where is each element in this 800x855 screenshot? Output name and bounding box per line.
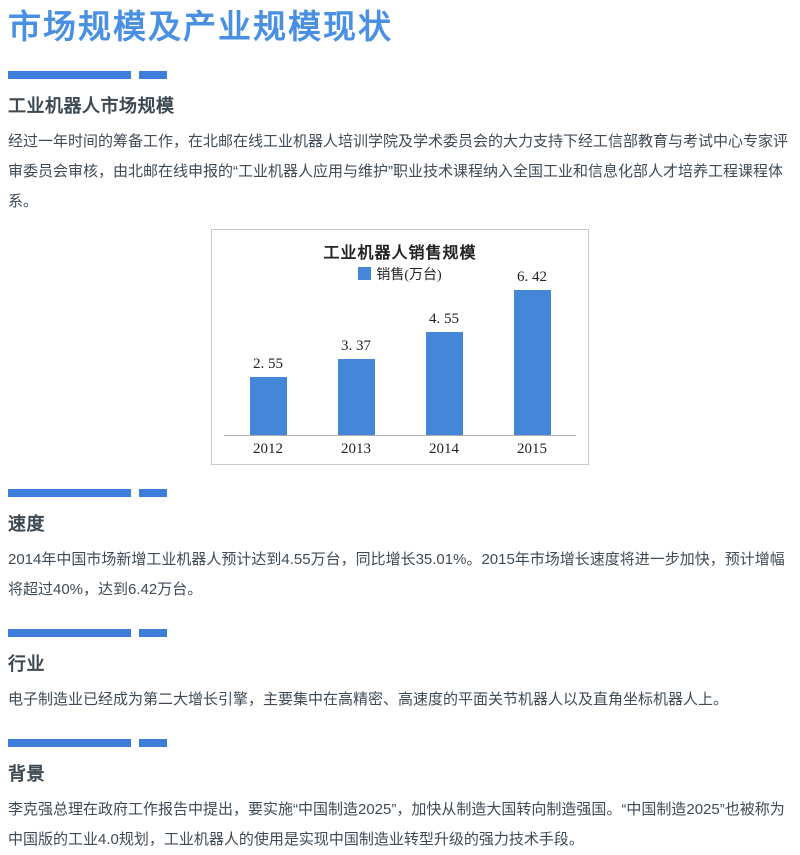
section-divider: [8, 629, 792, 638]
divider-bar-long: [8, 489, 131, 498]
chart-legend: 销售(万台): [212, 267, 588, 285]
divider-bar-long: [8, 71, 131, 80]
chart-bar-slot: 6. 42: [488, 269, 576, 436]
bar-value-label: 4. 55: [429, 311, 459, 328]
legend-label: 销售(万台): [376, 268, 442, 284]
page-title: 市场规模及产业规模现状: [8, 8, 393, 45]
chart-bar-slot: 3. 37: [312, 338, 400, 436]
sales-bar-chart: 工业机器人销售规模 销售(万台) 2. 55 3. 37 4. 55 6. 42 20…: [211, 229, 589, 466]
divider-bar-short: [139, 71, 167, 80]
x-axis-label: 2013: [341, 441, 371, 458]
legend-swatch-icon: [358, 267, 372, 281]
chart-bar: [337, 359, 375, 436]
section-divider: [8, 489, 792, 498]
divider-bar-short: [139, 629, 167, 638]
divider-bar-long: [8, 629, 131, 638]
section-heading-market-scale: 工业机器人市场规模: [8, 96, 175, 117]
section-body-background: 李克强总理在政府工作报告中提出，要实施“中国制造2025”，加快从制造大国转向制…: [8, 801, 785, 849]
chart-bar: [425, 332, 463, 436]
chart-bar-slot: 2. 55: [224, 356, 312, 436]
chart-bar-slot: 4. 55: [400, 311, 488, 436]
divider-bar-short: [139, 489, 167, 498]
section-body-market-scale: 经过一年时间的筹备工作，在北邮在线工业机器人培训学院及学术委员会的大力支持下经工…: [8, 133, 789, 211]
divider-bar-long: [8, 739, 131, 748]
bar-value-label: 2. 55: [253, 356, 283, 373]
chart-plot: 2. 55 3. 37 4. 55 6. 42: [224, 269, 576, 437]
section-divider: [8, 71, 792, 80]
divider-bar-short: [139, 739, 167, 748]
section-body-industry: 电子制造业已经成为第二大增长引擎，主要集中在高精密、高速度的平面关节机器人以及直…: [8, 691, 729, 709]
chart-bar: [513, 290, 551, 436]
x-axis-label: 2015: [517, 441, 547, 458]
chart-title: 工业机器人销售规模: [323, 245, 477, 263]
chart-xaxis: 2012 2013 2014 2015: [224, 436, 576, 458]
section-heading-speed: 速度: [8, 514, 45, 535]
section-heading-industry: 行业: [8, 654, 45, 675]
x-axis-label: 2014: [429, 441, 459, 458]
bar-value-label: 6. 42: [517, 269, 547, 286]
section-body-speed: 2014年中国市场新增工业机器人预计达到4.55万台，同比增长35.01%。20…: [8, 551, 785, 599]
x-axis-label: 2012: [253, 441, 283, 458]
bar-value-label: 3. 37: [341, 338, 371, 355]
section-heading-background: 背景: [8, 764, 45, 785]
chart-bar: [249, 377, 287, 436]
section-divider: [8, 739, 792, 748]
